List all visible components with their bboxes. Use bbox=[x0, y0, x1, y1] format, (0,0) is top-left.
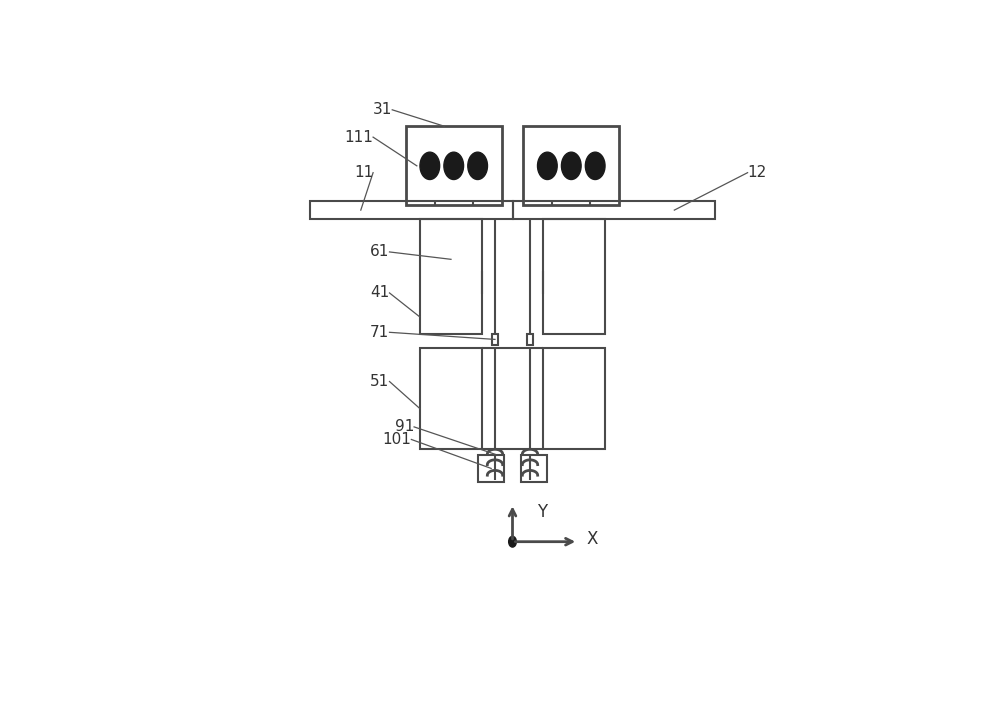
Text: 61: 61 bbox=[370, 244, 389, 259]
Text: 101: 101 bbox=[382, 432, 411, 447]
Ellipse shape bbox=[420, 152, 440, 180]
Bar bbox=[492, 334, 498, 345]
Bar bbox=[521, 455, 547, 481]
Bar bbox=[420, 219, 482, 334]
Ellipse shape bbox=[561, 152, 581, 180]
Text: 111: 111 bbox=[344, 130, 373, 145]
Text: X: X bbox=[586, 530, 597, 548]
Bar bbox=[420, 348, 482, 449]
Text: 71: 71 bbox=[370, 324, 389, 340]
Text: 41: 41 bbox=[370, 285, 389, 300]
Text: 11: 11 bbox=[354, 165, 373, 180]
Bar bbox=[523, 126, 619, 205]
Bar bbox=[543, 219, 605, 334]
Text: 91: 91 bbox=[395, 420, 414, 435]
Text: 51: 51 bbox=[370, 374, 389, 389]
Bar bbox=[512, 201, 715, 219]
Ellipse shape bbox=[538, 152, 557, 180]
Ellipse shape bbox=[585, 152, 605, 180]
Text: Y: Y bbox=[538, 503, 548, 520]
Bar bbox=[543, 348, 605, 449]
Ellipse shape bbox=[444, 152, 464, 180]
Text: 31: 31 bbox=[373, 102, 392, 117]
Text: 12: 12 bbox=[748, 165, 767, 180]
Ellipse shape bbox=[509, 536, 516, 547]
Bar bbox=[478, 455, 504, 481]
Bar bbox=[527, 334, 533, 345]
Ellipse shape bbox=[468, 152, 487, 180]
Bar bbox=[406, 126, 502, 205]
Bar bbox=[310, 201, 512, 219]
